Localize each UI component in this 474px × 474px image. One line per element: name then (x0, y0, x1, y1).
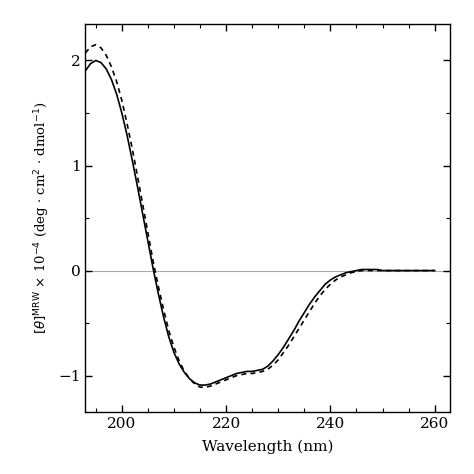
X-axis label: Wavelength (nm): Wavelength (nm) (202, 439, 334, 454)
Y-axis label: $[\theta]^{\rm MRW}$ $\times$ 10$^{-4}$ (deg $\cdot$ cm$^2$ $\cdot$ dmol$^{-1}$): $[\theta]^{\rm MRW}$ $\times$ 10$^{-4}$ … (33, 102, 53, 334)
